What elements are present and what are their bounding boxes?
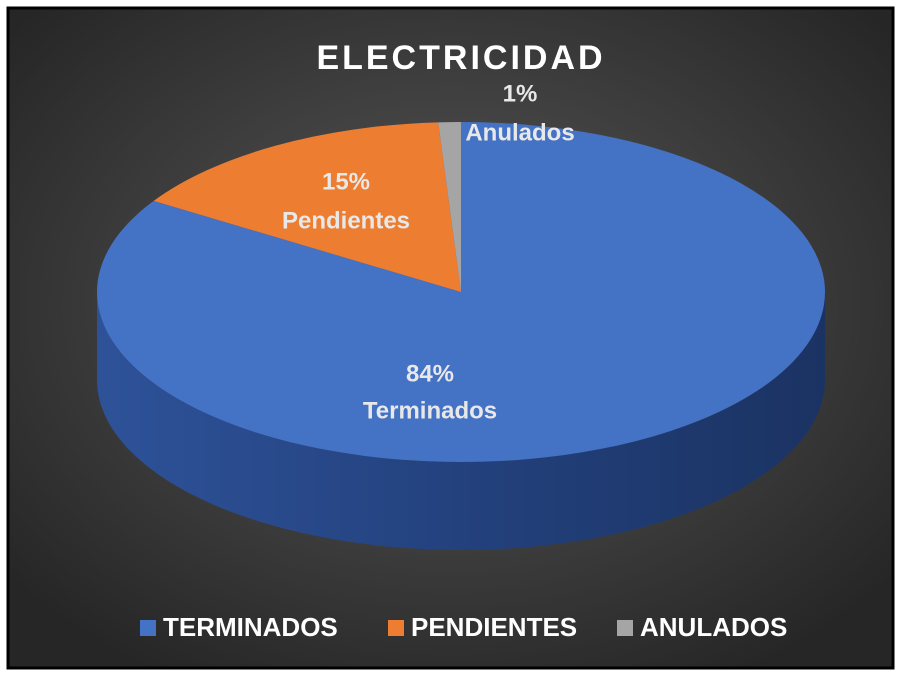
- data-label: 15%: [322, 168, 370, 195]
- legend-label: TERMINADOS: [163, 612, 338, 642]
- legend-swatch: [140, 620, 156, 636]
- legend-swatch: [617, 620, 633, 636]
- data-label-category: Pendientes: [282, 207, 410, 234]
- legend-label: ANULADOS: [640, 612, 787, 642]
- data-label: 84%: [406, 360, 454, 387]
- chart-title: ELECTRICIDAD: [316, 39, 605, 77]
- slice-side: [97, 292, 825, 550]
- legend-swatch: [388, 620, 404, 636]
- legend-label: PENDIENTES: [411, 612, 577, 642]
- data-label: 1%: [503, 80, 538, 107]
- slice: [153, 122, 461, 293]
- slice: [438, 122, 461, 292]
- data-label-category: Anulados: [465, 119, 574, 146]
- data-label-category: Terminados: [363, 397, 497, 424]
- slice: [96, 122, 825, 462]
